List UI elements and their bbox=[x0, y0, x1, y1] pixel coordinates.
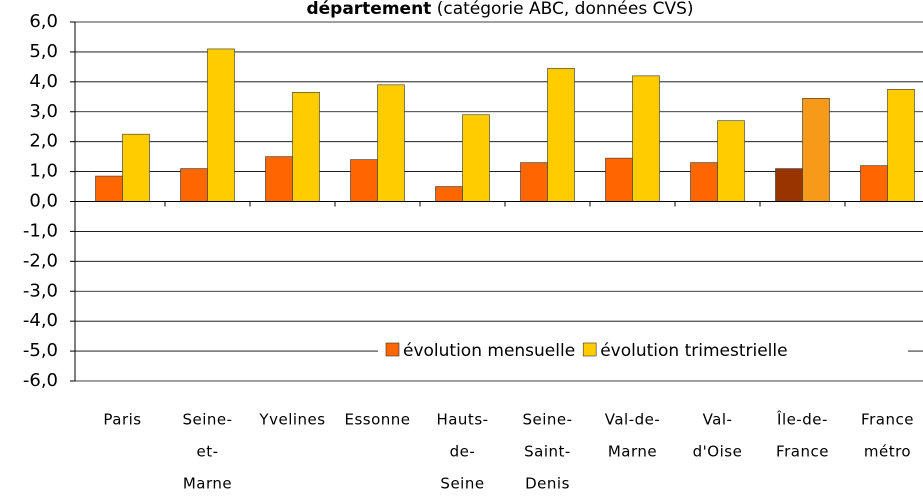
x-tick-label: France bbox=[861, 411, 914, 429]
y-tick-label: 4,0 bbox=[29, 71, 58, 92]
bar bbox=[292, 92, 320, 202]
y-tick-label: -3,0 bbox=[23, 280, 58, 301]
bar bbox=[860, 165, 888, 202]
y-tick-label: -2,0 bbox=[23, 250, 58, 271]
bar bbox=[265, 156, 293, 202]
legend-box bbox=[378, 337, 908, 363]
x-tick-label: Seine- bbox=[182, 411, 232, 429]
bar bbox=[717, 120, 745, 202]
x-tick-label: et- bbox=[196, 443, 218, 461]
bar bbox=[605, 157, 633, 202]
x-tick-label: Seine bbox=[440, 475, 484, 493]
y-tick-label: 3,0 bbox=[29, 101, 58, 122]
x-tick-label: Paris bbox=[103, 411, 141, 429]
bar bbox=[207, 48, 235, 202]
title-bold: département bbox=[306, 0, 431, 19]
legend-swatch bbox=[582, 342, 597, 357]
x-tick-label: métro bbox=[864, 443, 911, 461]
title-rest: (catégorie ABC, données CVS) bbox=[437, 0, 694, 19]
y-tick-label: -1,0 bbox=[23, 220, 58, 241]
legend-label: évolution mensuelle bbox=[403, 341, 575, 361]
y-tick-label: 1,0 bbox=[29, 161, 58, 182]
y-tick-label: 2,0 bbox=[29, 131, 58, 152]
y-tick-label: -4,0 bbox=[23, 310, 58, 331]
x-tick-label: Île-de- bbox=[776, 410, 828, 429]
bar bbox=[350, 159, 378, 202]
x-tick-label: de- bbox=[450, 443, 476, 461]
x-tick-label: Val- bbox=[703, 411, 733, 429]
x-tick-label: Hauts- bbox=[436, 411, 488, 429]
bar bbox=[632, 75, 660, 202]
legend-swatch bbox=[385, 342, 400, 357]
y-tick-label: 0,0 bbox=[29, 191, 58, 212]
legend-label: évolution trimestrielle bbox=[600, 341, 787, 361]
bar bbox=[802, 97, 830, 202]
bar bbox=[690, 162, 718, 202]
legend: évolution mensuelle évolution trimestriel… bbox=[378, 337, 908, 363]
x-tick-label: Essonne bbox=[344, 411, 410, 429]
x-tick-label: Marne bbox=[183, 475, 232, 493]
bar bbox=[547, 68, 575, 202]
x-tick-label: d'Oise bbox=[693, 443, 743, 461]
y-tick-label: -6,0 bbox=[23, 370, 58, 391]
bar bbox=[887, 89, 915, 202]
bar bbox=[520, 162, 548, 202]
y-tick-label: 6,0 bbox=[29, 11, 58, 32]
bar bbox=[775, 168, 803, 202]
x-tick-label: France bbox=[776, 443, 829, 461]
x-tick-label: Denis bbox=[525, 475, 570, 493]
bar bbox=[435, 186, 463, 202]
x-tick-label: Yvelines bbox=[258, 411, 325, 429]
x-tick-label: Seine- bbox=[522, 411, 572, 429]
y-tick-label: -5,0 bbox=[23, 340, 58, 361]
x-tick-label: Marne bbox=[608, 443, 657, 461]
bar bbox=[95, 175, 123, 202]
bar bbox=[122, 133, 150, 202]
bar bbox=[180, 168, 208, 202]
bar bbox=[377, 84, 405, 202]
x-tick-label: Val-de- bbox=[605, 411, 661, 429]
bar bbox=[462, 114, 490, 202]
y-tick-label: 5,0 bbox=[29, 41, 58, 62]
chart-title: département (catégorie ABC, données CVS) bbox=[306, 0, 693, 19]
x-tick-label: Saint- bbox=[524, 443, 571, 461]
